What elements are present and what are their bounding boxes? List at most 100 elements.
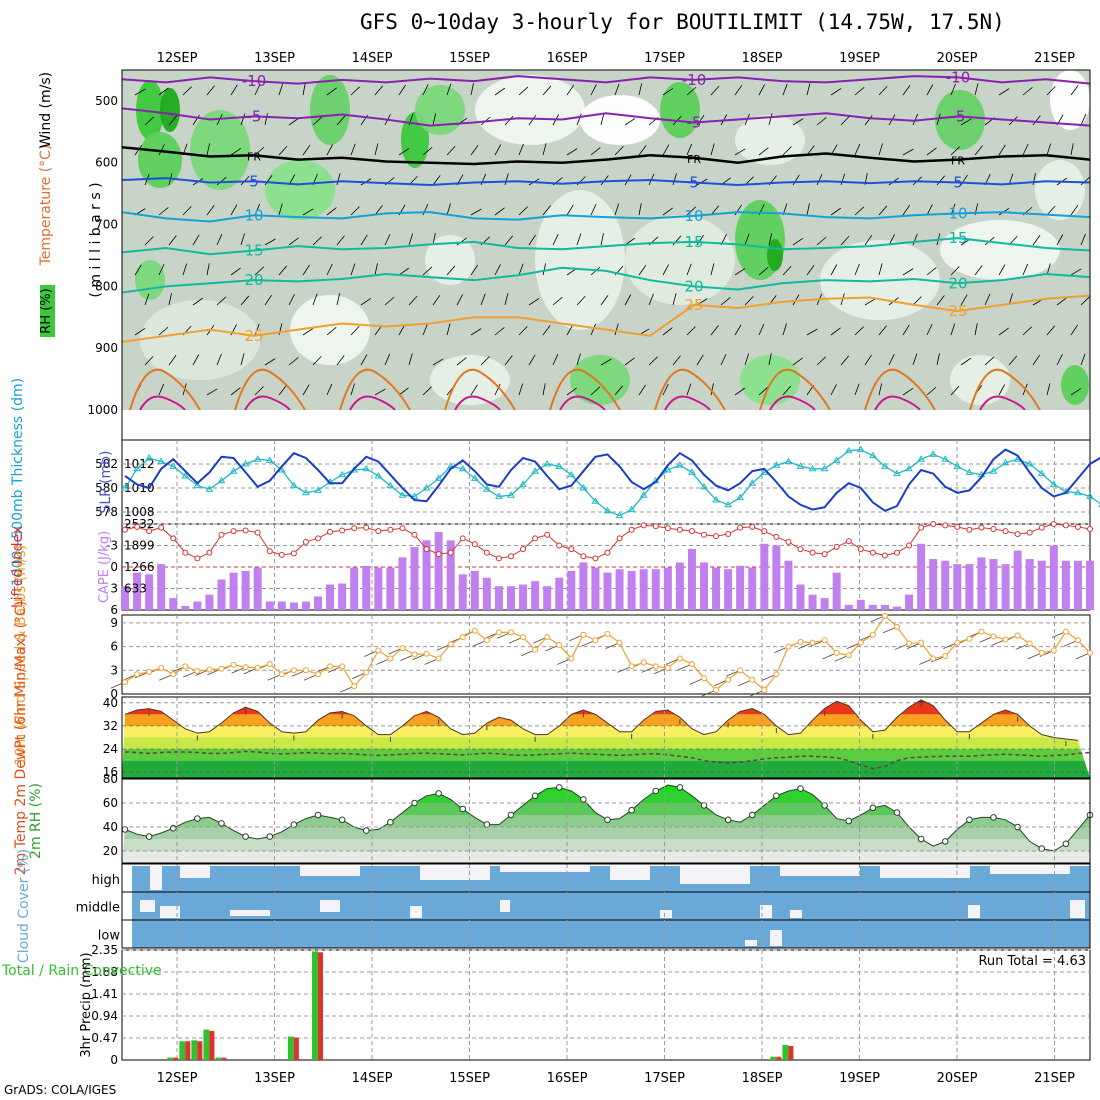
wind-barb [782,146,792,156]
wind-barb [360,234,368,246]
wind-barb [720,353,727,366]
thickness-point [555,462,564,469]
y-tick-label: 1266 [124,560,155,574]
wind-barb [734,84,743,96]
wind10-point [990,633,997,640]
wind10-point [857,639,864,646]
precip-convective-bar [209,1030,215,1060]
wind-barb [974,145,983,156]
wind-barb [326,383,333,396]
wind10-point [447,641,454,648]
thickness-point [700,482,708,490]
wind10-point [1026,640,1033,647]
cape-bar [808,594,817,610]
isotherm-line [121,237,1091,256]
wind-barb [398,84,406,96]
li-point [1002,528,1009,535]
li-point [206,549,213,556]
cape-bar [157,564,166,610]
cape-bar [736,565,745,610]
wind-barb [926,84,934,96]
cloud-gap [180,866,210,878]
wind-barb [638,145,647,156]
cape-bar [543,586,552,610]
wind-barb [912,113,919,126]
wind-barb [494,87,506,96]
wind10-point [821,637,828,644]
cloud-frame [121,863,1091,949]
wind-barb [902,204,911,216]
wind10-point [580,631,587,638]
wind-barb [1070,143,1074,156]
rh-region [310,75,350,145]
isotherm-35 [874,395,921,411]
wind-barb [422,146,433,156]
wind-barb [830,264,838,276]
li-point [1026,529,1033,536]
li-point [423,546,430,553]
wind10-point [616,639,623,646]
wind-barb [384,296,395,306]
thickness-point [217,476,226,484]
thickness-point [338,470,347,478]
wind-barb [264,358,276,366]
x-tick-label-bottom: 18SEP [742,1071,783,1086]
wind-barb [710,263,715,276]
wind-barb [518,206,528,216]
li-point [218,531,225,538]
slp-ylabel: SLP (mb) [98,450,114,513]
li-point [990,526,997,533]
cape-bar [507,586,515,610]
isotherm-label: 10 [684,207,703,225]
thickness-point [627,505,636,513]
thickness-point [265,456,274,463]
precip-total-bar [203,1029,210,1060]
wind-barb [422,323,428,336]
wind-barb [302,208,314,216]
cape-bar [362,565,371,610]
thickness-point [941,455,950,462]
rh-frame [121,778,1091,864]
wind-barb [326,144,333,156]
rh-point [387,818,394,826]
rh-point [773,792,780,800]
wind-barb [206,388,218,396]
wind-barb [432,113,437,126]
li-point [158,524,165,531]
thickness-point [844,446,853,454]
cape-bar [567,570,576,610]
wind-barb [480,356,490,366]
wind-barb [686,263,692,276]
li-point [918,524,925,531]
wind-barb [326,326,337,336]
isotherm-35 [244,395,291,411]
wind-barb [696,298,708,306]
wind-barb [456,294,463,306]
wind-barb [614,323,619,336]
wind-barb [240,113,246,126]
wind10-point [399,645,406,652]
wind-barb [662,384,669,396]
wind-barb [840,173,846,186]
wind-barb [744,353,750,366]
thickness-line [124,448,1100,517]
wind10-point [471,627,478,634]
wind10-point [218,665,225,672]
wind-barb [518,143,524,156]
thickness-point [145,454,154,461]
temp-band [122,737,1090,750]
wind-barb [1046,205,1056,216]
wind-barb [768,233,773,246]
wind-barb [1022,326,1033,336]
wind-barb [926,147,937,156]
rh-region [475,75,585,145]
rh-region [425,235,475,285]
wind-barb [288,294,295,306]
cape-bar [989,559,998,610]
thickness-point [169,462,178,469]
cape-bar [253,567,262,610]
rh-point [845,817,853,825]
wind-barb [806,83,811,96]
isotherm-line [121,146,1091,166]
cloud-ylabel: Cloud Cover (%) [16,849,32,963]
